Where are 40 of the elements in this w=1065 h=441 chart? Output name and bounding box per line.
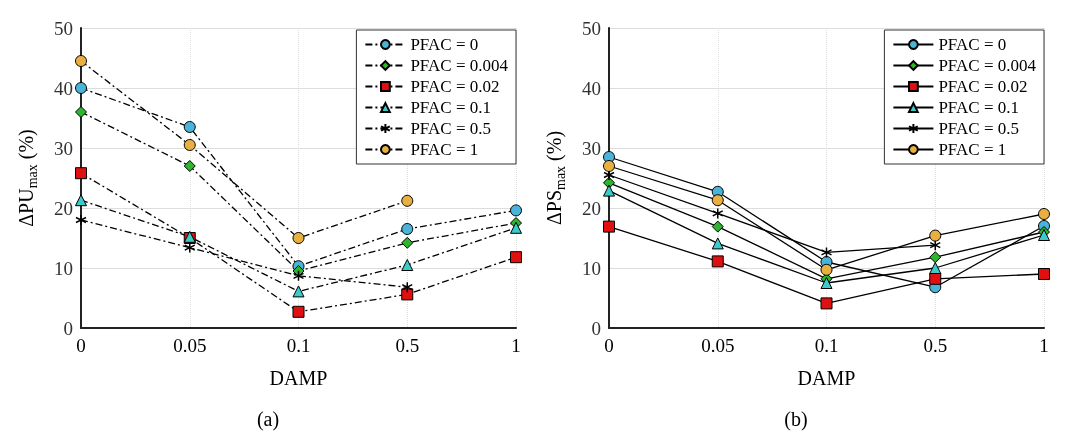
y-tick-label: 40 [582, 77, 601, 99]
x-tick-label: 1 [1039, 335, 1049, 356]
x-tick-label: 0.1 [814, 335, 839, 356]
x-axis-title: DAMP [269, 367, 328, 389]
legend-label: PFAC = 0 [938, 35, 1007, 54]
legend-label: PFAC = 0.1 [938, 98, 1020, 117]
y-tick-label: 20 [582, 197, 601, 219]
legend-label: PFAC = 0.02 [938, 77, 1028, 96]
x-tick-label: 0.05 [173, 335, 207, 356]
x-tick-label: 0.1 [286, 335, 311, 356]
x-tick-label: 0.5 [923, 335, 948, 356]
legend-label: PFAC = 0.004 [410, 56, 509, 75]
legend-label: PFAC = 0.1 [410, 98, 492, 117]
y-tick-label: 30 [54, 137, 73, 159]
x-tick-label: 0 [604, 335, 614, 356]
x-tick-label: 0.5 [395, 335, 420, 356]
y-tick-label: 20 [54, 197, 73, 219]
x-tick-label: 0 [76, 335, 86, 356]
legend-label: PFAC = 0.004 [938, 56, 1037, 75]
text: (b) [784, 408, 808, 431]
y-tick-label: 0 [591, 317, 601, 339]
y-tick-label: 10 [582, 257, 601, 279]
text: (a) [256, 408, 280, 431]
y-tick-label: 50 [54, 17, 73, 39]
y-tick-label: 30 [582, 137, 601, 159]
y-tick-label: 10 [54, 257, 73, 279]
y-axis-title: ΔPUmax (%) [15, 129, 40, 227]
legend-label: PFAC = 0.5 [938, 119, 1020, 138]
y-axis-title: ΔPSmax (%) [543, 130, 568, 226]
x-tick-label: 1 [511, 335, 521, 356]
legend-label: PFAC = 1 [938, 140, 1007, 159]
x-tick-label: 0.05 [701, 335, 735, 356]
legend-label: PFAC = 0.02 [410, 77, 500, 96]
legend-label: PFAC = 1 [410, 140, 479, 159]
legend-label: PFAC = 0 [410, 35, 479, 54]
x-axis-title: DAMP [797, 367, 856, 389]
y-tick-label: 50 [582, 17, 601, 39]
y-tick-label: 0 [63, 317, 73, 339]
legend-label: PFAC = 0.5 [410, 119, 492, 138]
y-tick-label: 40 [54, 77, 73, 99]
